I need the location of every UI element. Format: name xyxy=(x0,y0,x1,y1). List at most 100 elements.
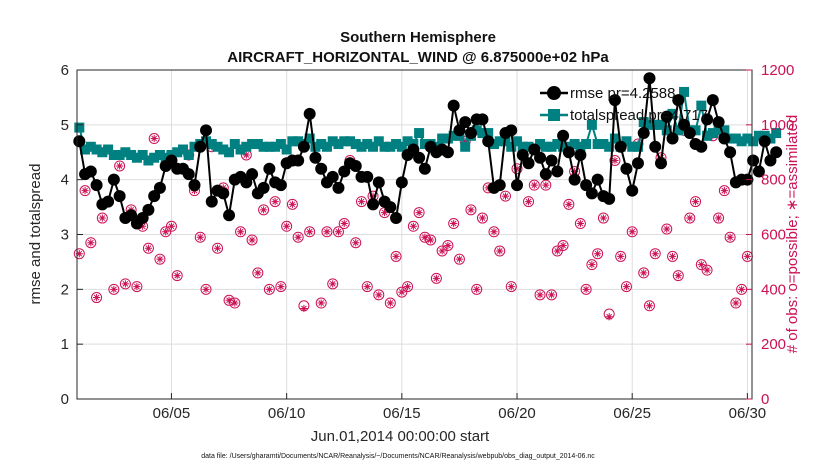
spread-point xyxy=(293,136,304,147)
rmse-point xyxy=(113,190,126,203)
spread-point xyxy=(350,139,361,150)
assimilated-obs-point xyxy=(225,296,233,304)
possible-obs-point xyxy=(724,231,736,243)
assimilated-obs-point xyxy=(478,214,487,222)
assimilated-obs-point xyxy=(605,313,613,321)
assimilated-obs-point xyxy=(75,250,83,258)
legend-rmse-marker xyxy=(547,86,561,100)
y-right-tick-label: 800 xyxy=(761,172,786,189)
rmse-point xyxy=(464,127,477,140)
rmse-point xyxy=(200,124,213,137)
spread-point xyxy=(344,136,355,147)
spread-point xyxy=(656,119,667,130)
assimilated-obs-point xyxy=(599,214,608,222)
spread-point xyxy=(707,128,718,139)
rmse-point xyxy=(217,187,230,200)
rmse-point xyxy=(274,179,287,192)
spread-point xyxy=(488,139,499,150)
rmse-point xyxy=(292,154,305,167)
rmse-point xyxy=(188,179,201,192)
possible-obs-point xyxy=(620,281,632,293)
spread-point xyxy=(523,141,534,152)
assimilated-obs-point xyxy=(254,269,262,277)
possible-obs-point xyxy=(436,245,448,257)
assimilated-obs-point xyxy=(444,241,452,250)
assimilated-obs-point xyxy=(277,282,285,291)
spread-point xyxy=(287,136,298,147)
legend-rmse-label: rmse pr=4.2588 xyxy=(570,85,675,102)
assimilated-obs-point xyxy=(288,200,297,208)
assimilated-obs-point xyxy=(306,228,314,236)
assimilated-obs-point xyxy=(617,252,625,261)
possible-obs-point xyxy=(402,281,414,293)
assimilated-obs-point xyxy=(248,236,256,244)
assimilated-obs-point xyxy=(553,247,561,255)
spread-point xyxy=(673,125,684,136)
spread-point xyxy=(621,136,632,147)
rmse-point xyxy=(660,110,673,123)
possible-obs-point xyxy=(361,281,373,293)
assimilated-obs-point xyxy=(150,134,158,143)
spread-point xyxy=(172,147,183,158)
possible-obs-point xyxy=(695,259,707,271)
spread-point xyxy=(131,152,142,163)
possible-obs-point xyxy=(713,212,725,224)
rmse-point xyxy=(447,99,460,112)
spread-point xyxy=(212,141,223,152)
y-right-tick-label: 1000 xyxy=(761,117,794,134)
possible-obs-point xyxy=(390,250,402,262)
rmse-point xyxy=(390,212,403,225)
possible-obs-point xyxy=(252,267,264,279)
spread-point xyxy=(540,141,551,152)
assimilated-obs-point xyxy=(743,252,751,261)
spread-point xyxy=(206,139,217,150)
spread-point xyxy=(667,108,678,119)
possible-obs-point xyxy=(96,212,108,224)
assimilated-obs-point xyxy=(144,244,153,252)
spread-point xyxy=(592,139,603,150)
y-right-tick-label: 0 xyxy=(761,391,769,408)
rmse-point xyxy=(90,179,103,192)
assimilated-obs-point xyxy=(167,222,176,230)
assimilated-obs-point xyxy=(213,244,222,252)
spread-point xyxy=(91,144,102,155)
rmse-point xyxy=(608,94,621,107)
rmse-point xyxy=(551,165,564,178)
spread-point xyxy=(402,136,413,147)
spread-point xyxy=(143,155,154,166)
rmse-point xyxy=(511,179,524,192)
possible-obs-point xyxy=(200,283,212,295)
possible-obs-point xyxy=(453,253,465,265)
rmse-point xyxy=(758,135,771,148)
rmse-point xyxy=(620,162,633,175)
assimilated-obs-point xyxy=(398,288,406,296)
spread-point xyxy=(304,133,315,144)
y-left-tick-label: 5 xyxy=(61,117,69,134)
possible-obs-point xyxy=(212,242,224,254)
possible-obs-point xyxy=(246,234,258,246)
assimilated-obs-point xyxy=(438,247,446,255)
spread-point xyxy=(149,152,160,163)
spread-point xyxy=(736,136,747,147)
assimilated-obs-point xyxy=(421,233,429,241)
possible-obs-point xyxy=(488,226,500,238)
spread-point xyxy=(368,141,379,152)
assimilated-obs-point xyxy=(403,282,412,291)
possible-obs-point xyxy=(292,231,304,243)
possible-obs-point xyxy=(448,218,460,230)
rmse-point xyxy=(332,181,345,194)
rmse-point xyxy=(643,72,656,85)
rmse-point xyxy=(441,146,454,159)
possible-obs-point xyxy=(419,231,431,243)
spread-point xyxy=(771,128,782,139)
assimilated-obs-point xyxy=(92,293,101,302)
possible-obs-point xyxy=(373,289,385,301)
rmse-point xyxy=(626,184,639,197)
spread-point xyxy=(218,144,229,155)
assimilated-obs-point xyxy=(490,228,498,236)
spread-point xyxy=(575,141,586,152)
possible-obs-point xyxy=(476,212,488,224)
possible-obs-point xyxy=(350,237,362,249)
assimilated-obs-point xyxy=(139,222,147,230)
spread-point xyxy=(97,147,108,158)
